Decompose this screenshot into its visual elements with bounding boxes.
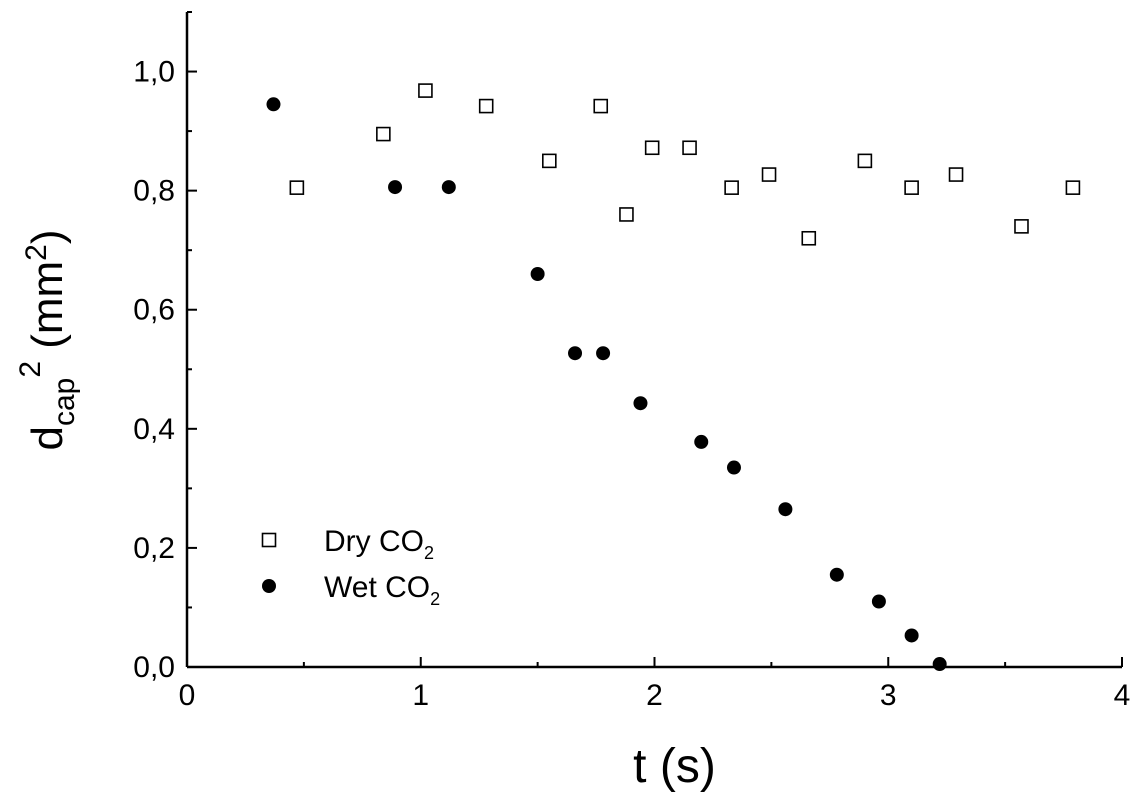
data-point: [388, 180, 403, 195]
data-point: [266, 97, 281, 112]
data-point: [682, 140, 697, 156]
legend-item: Wet CO2: [262, 571, 440, 609]
y-tick-label: 0,2: [133, 532, 175, 565]
data-point: [619, 207, 634, 222]
x-tick-label: 4: [1114, 679, 1131, 712]
data-point: [596, 346, 611, 361]
data-point: [778, 502, 793, 517]
data-point: [948, 167, 964, 182]
legend-open-square-icon: [261, 532, 277, 548]
y-tick-label: 0,0: [133, 651, 175, 684]
data-marks: [266, 83, 1081, 672]
data-point: [644, 140, 660, 156]
data-point: [441, 180, 456, 195]
x-tick-label: 0: [179, 679, 196, 712]
legend-item: Dry CO2: [261, 525, 434, 563]
x-axis-title: t (s): [633, 740, 716, 793]
data-point: [829, 567, 844, 582]
legend-filled-circle-icon: [262, 579, 276, 593]
y-tick-label: 0,8: [133, 175, 175, 208]
data-point: [478, 98, 494, 114]
data-point: [1014, 219, 1029, 234]
data-point: [801, 230, 817, 246]
x-tick-label: 3: [880, 679, 897, 712]
data-point: [376, 126, 391, 142]
legend-label: Dry CO2: [324, 525, 434, 563]
ticks: 0 1 2 3 4 0,0 0,2 0,4 0,6 0,8 1,0: [133, 11, 1131, 712]
legend: Dry CO2 Wet CO2: [261, 525, 440, 609]
y-axis-title: dcap2 (mm2): [14, 229, 81, 450]
x-tick-label: 2: [646, 679, 663, 712]
series-wet: [266, 97, 947, 672]
data-point: [542, 153, 557, 169]
legend-label: Wet CO2: [324, 571, 440, 609]
data-point: [726, 460, 741, 475]
data-point: [568, 346, 583, 361]
data-point: [289, 180, 305, 195]
y-tick-label: 0,4: [133, 413, 175, 446]
y-tick-label: 0,6: [133, 294, 175, 327]
data-point: [761, 167, 777, 182]
data-point: [694, 434, 709, 449]
series-dry: [289, 83, 1081, 246]
x-tick-label: 1: [412, 679, 429, 712]
data-point: [932, 657, 947, 672]
data-point: [633, 396, 648, 411]
data-point: [530, 267, 545, 281]
data-point: [1065, 180, 1081, 195]
data-point: [857, 153, 873, 169]
data-point: [724, 180, 739, 195]
axes: [185, 12, 1122, 669]
data-point: [871, 594, 886, 609]
data-point: [593, 98, 609, 114]
data-point: [904, 628, 919, 643]
data-point: [418, 83, 433, 98]
data-point: [904, 180, 919, 195]
y-tick-label: 1,0: [133, 56, 175, 89]
axis-titles: t (s) dcap2 (mm2): [14, 229, 716, 793]
